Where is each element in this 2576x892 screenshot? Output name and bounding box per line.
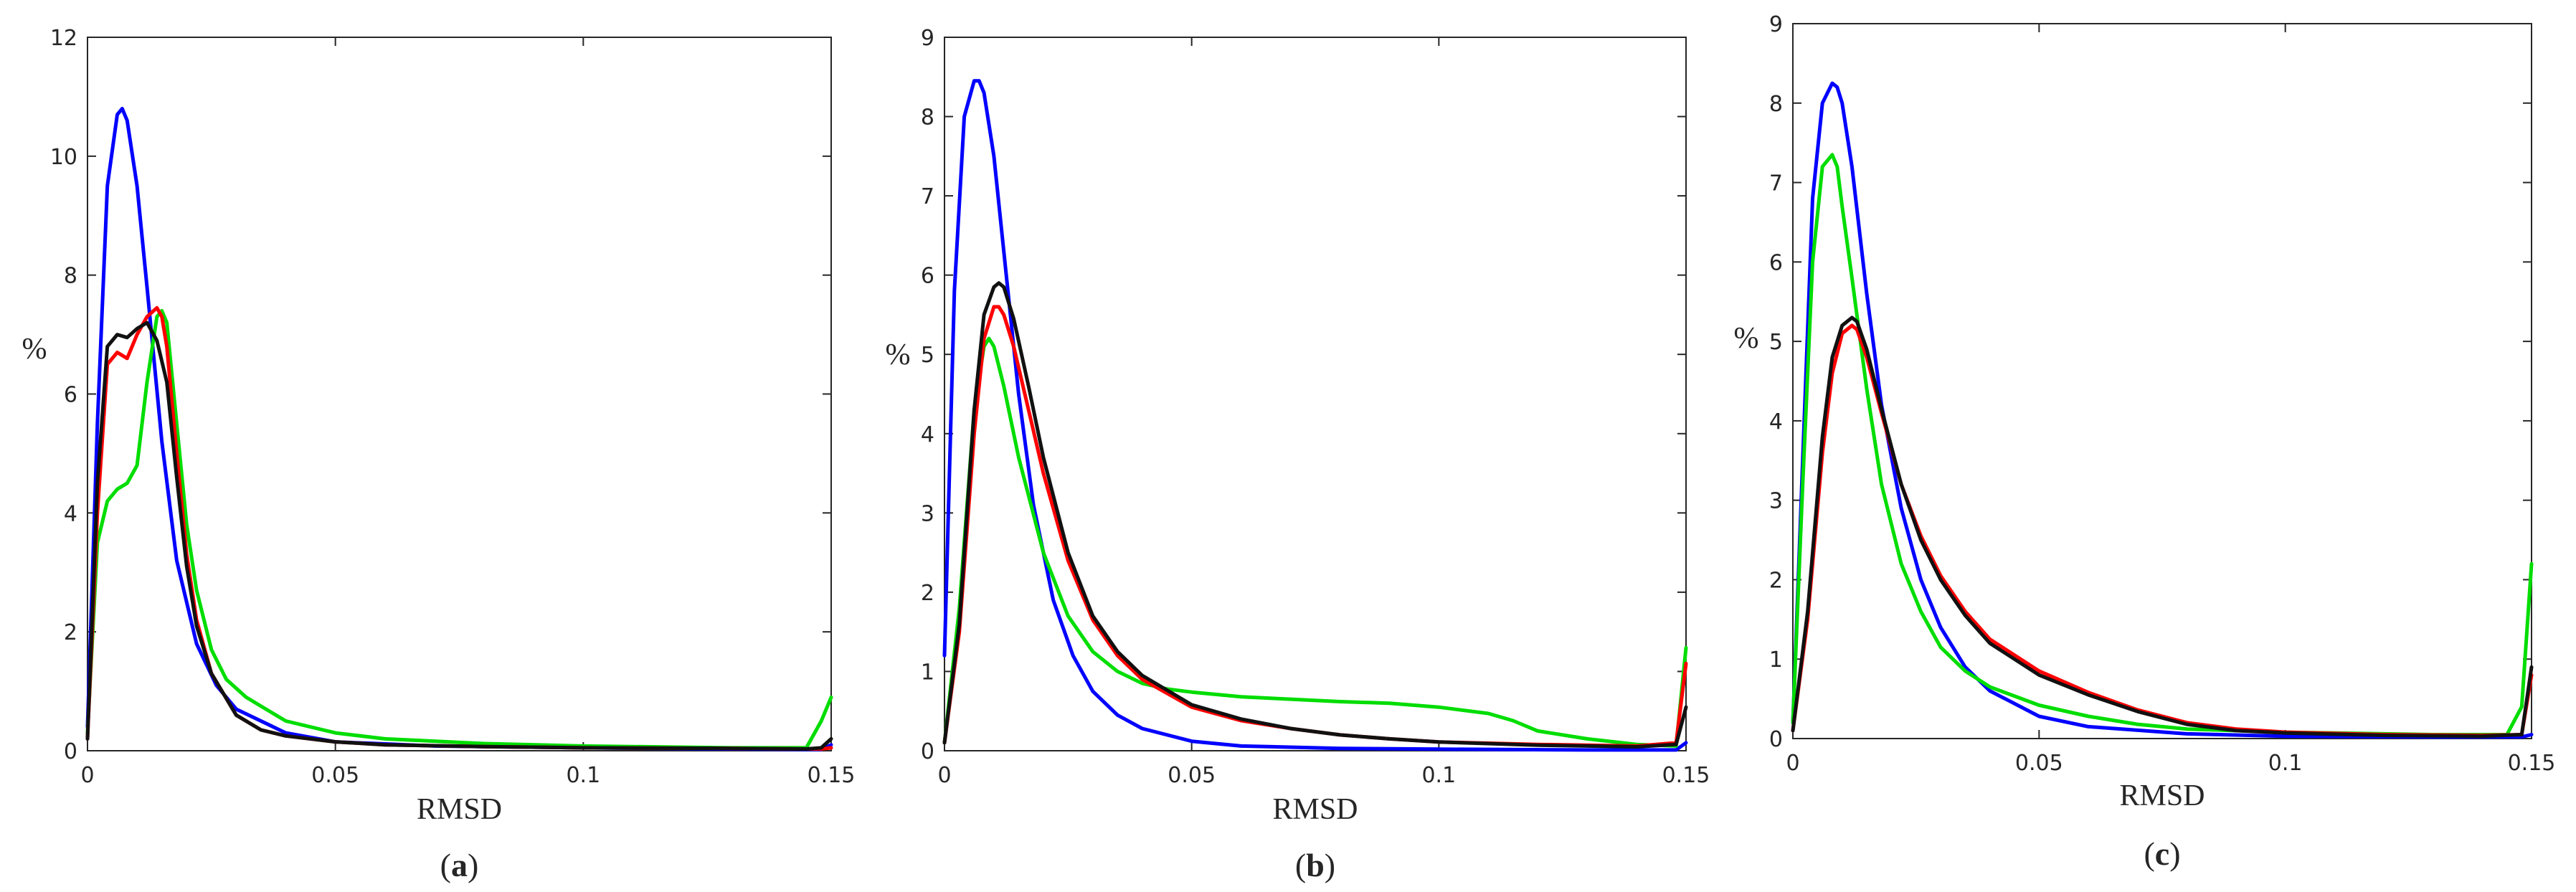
axes-box — [1792, 23, 2532, 739]
panel-letter: b — [1306, 847, 1325, 883]
series-line-0 — [1791, 81, 2534, 739]
y-tick-label: 5 — [1769, 330, 1783, 355]
y-tick-label: 2 — [64, 620, 77, 645]
y-tick-label: 3 — [921, 501, 934, 526]
y-tick-label: 3 — [1769, 489, 1783, 514]
y-tick-label: 10 — [50, 145, 77, 170]
y-tick-label: 7 — [1769, 171, 1783, 196]
x-tick-label: 0 — [1786, 751, 1799, 776]
y-tick-label: 6 — [1769, 250, 1783, 275]
y-tick-label: 8 — [64, 264, 77, 289]
x-tick-label: 0.15 — [808, 763, 856, 788]
series-line-3 — [1791, 315, 2534, 739]
chart-panel-a: 0 0.05 0.1 0.15 0 2 4 6 8 10 12 RMSD% (a) — [22, 26, 856, 883]
y-tick-label: 1 — [1769, 647, 1783, 673]
axes-box — [87, 37, 832, 751]
y-tick-label: 2 — [921, 581, 934, 606]
series-line-3 — [85, 321, 833, 751]
y-tick-label: 9 — [921, 26, 934, 51]
x-tick-label: 0.1 — [2268, 751, 2303, 776]
y-tick-label: 5 — [921, 343, 934, 368]
panel-caption: (b) — [1295, 847, 1335, 883]
y-axis-label: % — [886, 338, 911, 371]
panel-letter: a — [451, 847, 468, 883]
x-tick-label: 0.1 — [566, 763, 600, 788]
x-tick-label: 0.15 — [2508, 751, 2556, 776]
x-tick-label: 0.05 — [2015, 751, 2063, 776]
x-axis-label: RMSD — [417, 793, 502, 826]
y-tick-label: 9 — [1769, 12, 1783, 37]
x-tick-label: 0 — [80, 763, 94, 788]
panel-letter: c — [2155, 835, 2169, 872]
y-tick-label: 0 — [64, 739, 77, 764]
y-tick-label: 12 — [50, 26, 77, 51]
x-axis-label: RMSD — [1272, 793, 1358, 826]
x-tick-label: 0 — [937, 763, 951, 788]
chart-panel-b: 0 0.05 0.1 0.15 0 1 2 3 4 5 6 7 8 9 RMSD% (b) — [886, 26, 1710, 883]
y-tick-label: 4 — [921, 422, 934, 447]
y-tick-label: 6 — [64, 383, 77, 408]
y-tick-label: 2 — [1769, 568, 1783, 593]
y-tick-label: 1 — [921, 660, 934, 685]
y-tick-label: 4 — [64, 501, 77, 526]
y-tick-label: 6 — [921, 264, 934, 289]
x-tick-label: 0.15 — [1662, 763, 1710, 788]
x-axis-label: RMSD — [2119, 779, 2205, 812]
series-line-0 — [942, 79, 1688, 752]
y-axis-label: % — [1734, 322, 1759, 355]
y-tick-label: 0 — [1769, 727, 1783, 752]
y-tick-label: 7 — [921, 184, 934, 209]
y-tick-label: 0 — [921, 739, 934, 764]
y-tick-label: 4 — [1769, 409, 1783, 435]
chart-panel-c: 0 0.05 0.1 0.15 0 1 2 3 4 5 6 7 8 9 RMSD% (c) — [1734, 12, 2556, 872]
panel-caption: (c) — [2144, 835, 2180, 872]
y-tick-label: 8 — [921, 105, 934, 131]
y-axis-label: % — [22, 333, 47, 366]
y-tick-label: 8 — [1769, 92, 1783, 117]
axes-box — [944, 37, 1687, 751]
x-tick-label: 0.05 — [311, 763, 359, 788]
series-line-3 — [942, 281, 1688, 749]
x-tick-label: 0.1 — [1421, 763, 1456, 788]
panel-caption: (a) — [440, 847, 479, 883]
series-line-1 — [85, 308, 833, 750]
x-tick-label: 0.05 — [1168, 763, 1216, 788]
